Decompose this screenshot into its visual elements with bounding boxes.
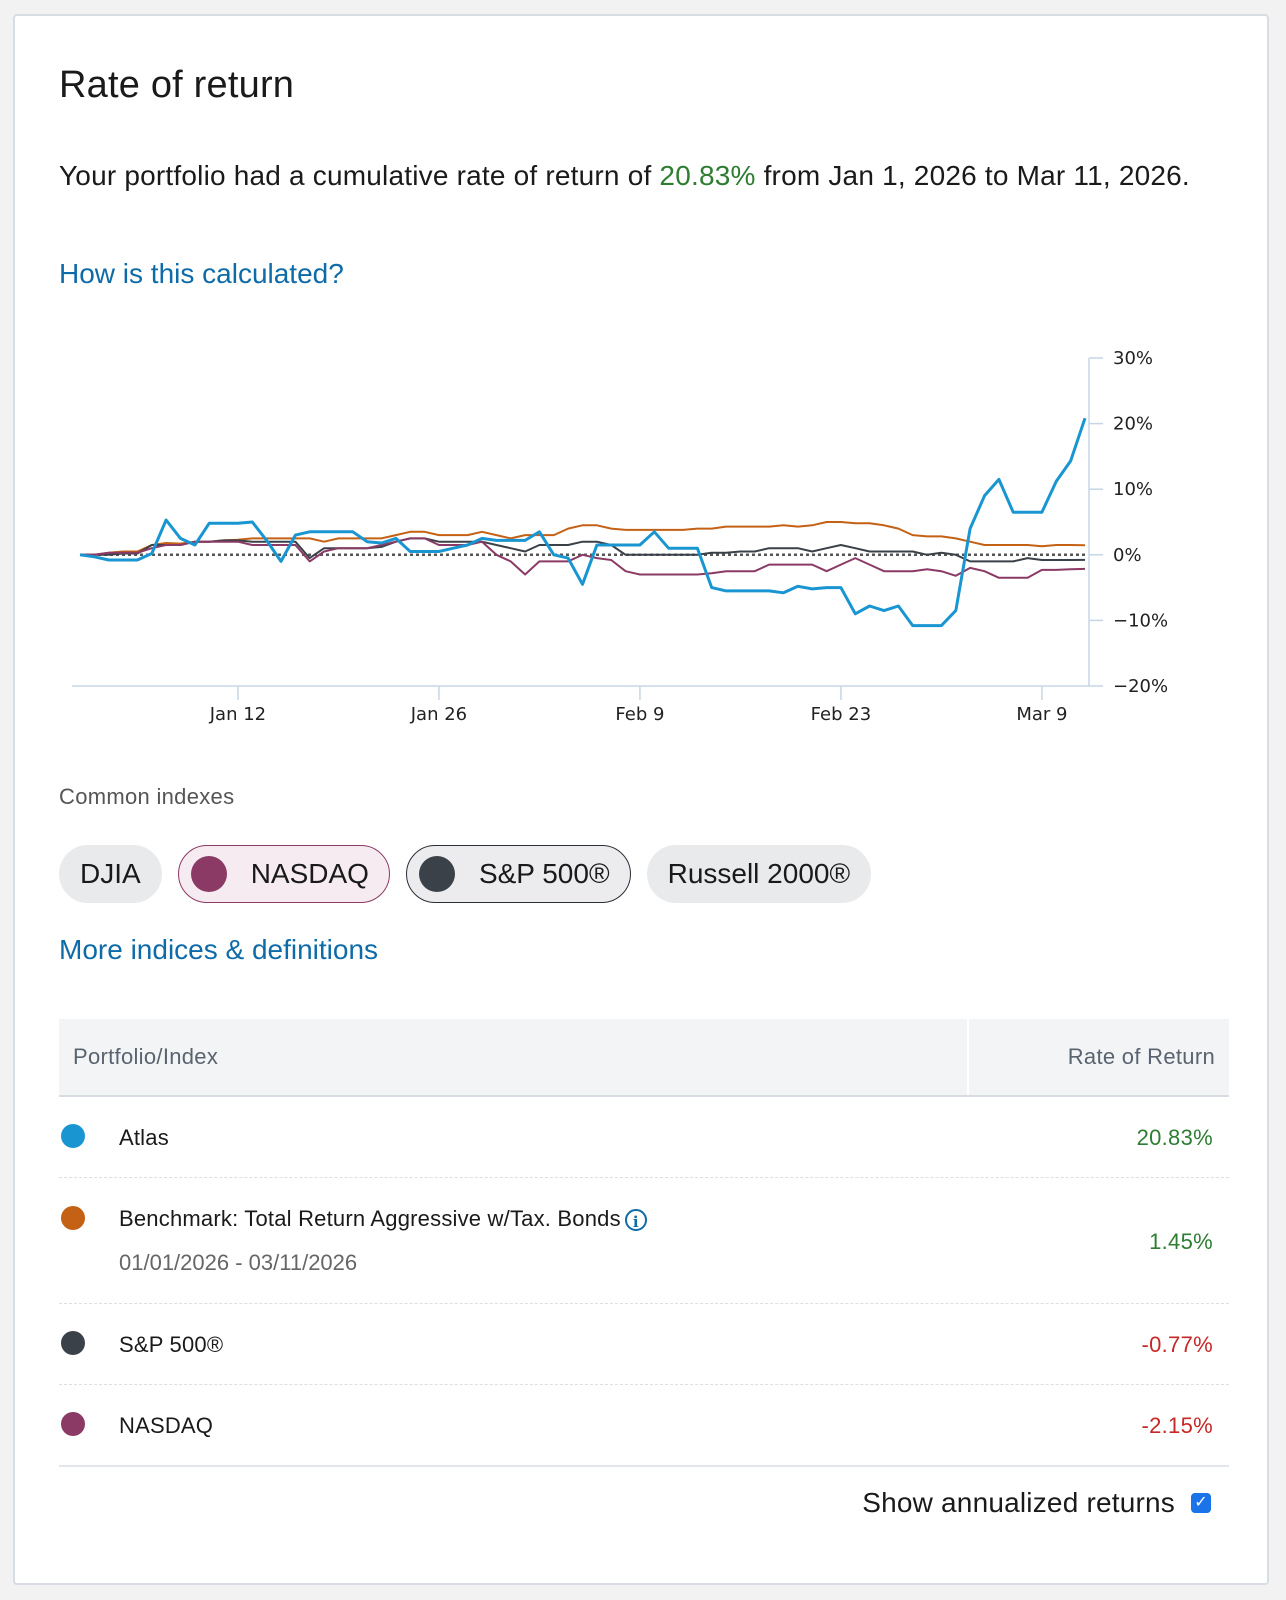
benchmark-color-dot	[61, 1206, 85, 1230]
series-line-atlas	[79, 417, 1087, 628]
returns-table: Portfolio/Index Rate of Return Atlas 20.…	[59, 1019, 1229, 1467]
how-calculated-link[interactable]: How is this calculated?	[59, 258, 344, 289]
common-indexes-label: Common indexes	[59, 784, 235, 809]
chip-nasdaq[interactable]: NASDAQ	[177, 845, 390, 903]
table-row-atlas: Atlas 20.83%	[59, 1097, 1229, 1178]
y-tick-label: 30%	[1113, 348, 1153, 369]
y-tick-label: −20%	[1113, 676, 1168, 697]
col-rate-label: Rate of Return	[1067, 1044, 1215, 1069]
x-tick-label: Feb 23	[811, 704, 872, 725]
row-rate: -0.77%	[1141, 1332, 1213, 1357]
x-tick-label: Mar 9	[1016, 704, 1067, 725]
row-rate: 20.83%	[1136, 1125, 1213, 1150]
nasdaq-color-dot	[190, 856, 227, 892]
more-indices-link[interactable]: More indices & definitions	[59, 934, 379, 965]
sp500-color-dot	[61, 1331, 85, 1355]
annualized-label: Show annualized returns	[862, 1487, 1175, 1518]
chip-label: DJIA	[80, 858, 141, 889]
y-tick-label: −10%	[1113, 610, 1168, 631]
annualized-checkbox[interactable]: ✓	[1191, 1493, 1211, 1513]
rate-of-return-card: Rate of return Your portfolio had a cumu…	[13, 14, 1269, 1585]
annualized-returns-toggle[interactable]: Show annualized returns ✓	[862, 1487, 1211, 1519]
row-rate: 1.45%	[1149, 1229, 1213, 1254]
page-title: Rate of return	[59, 64, 295, 106]
y-tick-label: 0%	[1113, 545, 1142, 566]
x-tick-label: Jan 12	[209, 704, 266, 725]
row-date-range: 01/01/2026 - 03/11/2026	[119, 1250, 358, 1275]
chip-sp500[interactable]: S&P 500®	[405, 845, 631, 903]
summary-return-value: 20.83%	[659, 160, 756, 191]
chip-label: S&P 500®	[478, 858, 610, 889]
series-line-nasdaq	[80, 537, 1086, 579]
y-tick-label: 10%	[1113, 479, 1153, 500]
nasdaq-color-dot	[61, 1412, 85, 1436]
chip-russell-2000[interactable]: Russell 2000®	[646, 845, 872, 903]
row-name: S&P 500®	[119, 1332, 224, 1357]
row-name: NASDAQ	[119, 1413, 214, 1438]
table-row-nasdaq: NASDAQ -2.15%	[59, 1385, 1229, 1467]
col-portfolio-index: Portfolio/Index	[73, 1044, 219, 1069]
col-rate-of-return: Rate of Return	[967, 1019, 1229, 1095]
row-name: Atlas	[119, 1125, 169, 1150]
summary-suffix: from Jan 1, 2026 to Mar 11, 2026.	[755, 160, 1190, 191]
series-line-benchmark	[80, 521, 1086, 556]
row-name: Benchmark: Total Return Aggressive w/Tax…	[119, 1206, 647, 1232]
chip-label: Russell 2000®	[667, 858, 851, 889]
rate-of-return-chart: 30% 20% 10% 0% −10% −20% Jan 12 Jan 26 Feb 9 Feb …	[72, 348, 1168, 725]
table-row-sp500: S&P 500® -0.77%	[59, 1304, 1229, 1385]
chip-djia[interactable]: DJIA	[59, 845, 162, 903]
table-header: Portfolio/Index Rate of Return	[59, 1019, 1229, 1097]
y-tick-label: 20%	[1113, 414, 1153, 435]
table-row-benchmark: Benchmark: Total Return Aggressive w/Tax…	[59, 1178, 1229, 1304]
return-summary: Your portfolio had a cumulative rate of …	[59, 154, 1209, 198]
row-rate: -2.15%	[1141, 1413, 1213, 1438]
index-chip-group: DJIA NASDAQ S&P 500® Russell 2000®	[59, 845, 872, 903]
info-icon[interactable]: i	[624, 1209, 647, 1232]
summary-prefix: Your portfolio had a cumulative rate of …	[59, 160, 660, 191]
chip-label: NASDAQ	[250, 858, 369, 889]
row-name-text: Benchmark: Total Return Aggressive w/Tax…	[119, 1206, 621, 1231]
atlas-color-dot	[61, 1124, 85, 1148]
sp500-color-dot	[418, 856, 455, 892]
x-tick-label: Jan 26	[410, 704, 467, 725]
series-line-s-p-500	[80, 537, 1086, 563]
x-tick-label: Feb 9	[615, 704, 664, 725]
